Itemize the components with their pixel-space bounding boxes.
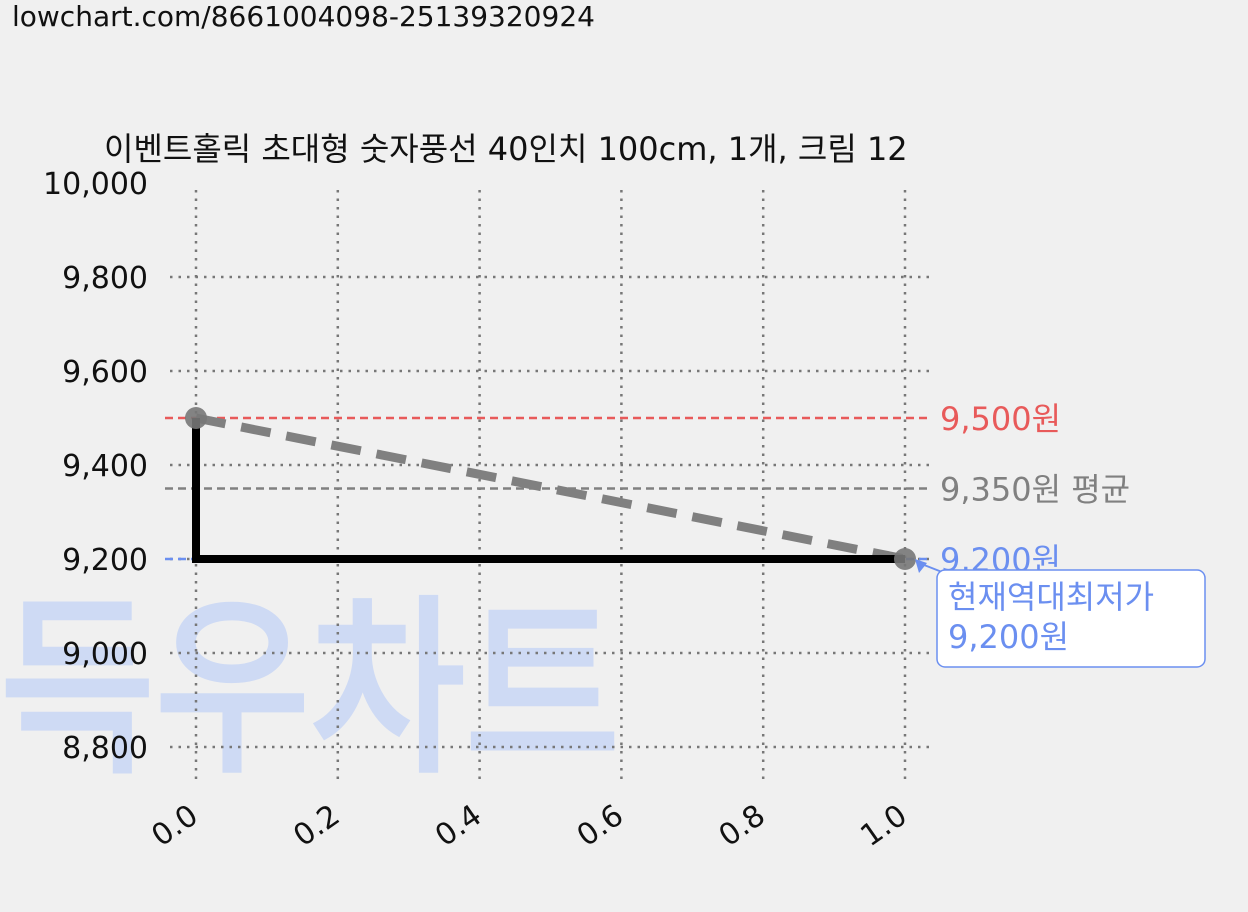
y-tick-label: 10,000 <box>43 167 148 202</box>
x-tick-label: 0.0 <box>145 798 204 854</box>
x-axis-ticks: 0.0 0.2 0.4 0.6 0.8 1.0 <box>145 798 913 854</box>
y-tick-label: 9,200 <box>62 543 148 578</box>
reference-lines <box>165 416 932 561</box>
annotation-line2: 9,200원 <box>948 618 1069 656</box>
series-group <box>192 413 906 564</box>
y-axis-ticks: 8,800 9,000 9,200 9,400 9,600 9,800 10,000 <box>43 167 148 766</box>
data-point <box>185 407 207 429</box>
trend-line <box>195 413 906 564</box>
x-tick-label: 1.0 <box>854 798 913 854</box>
watermark-logo: 득우차트 <box>0 579 620 800</box>
data-point <box>894 548 916 570</box>
y-tick-label: 9,400 <box>62 449 148 484</box>
chart-title: 이벤트홀릭 초대형 숫자풍선 40인치 100cm, 1개, 크림 12 <box>104 130 908 168</box>
x-tick-label: 0.8 <box>713 798 772 854</box>
markers-group <box>185 407 943 573</box>
y-tick-label: 8,800 <box>62 731 148 766</box>
y-tick-label: 9,000 <box>62 637 148 672</box>
annotation-arrowhead <box>915 559 927 573</box>
annotation-line1: 현재역대최저가 <box>948 578 1154 616</box>
x-tick-label: 0.4 <box>429 798 488 854</box>
source-url: lowchart.com/8661004098-25139320924 <box>12 0 595 33</box>
y-tick-label: 9,600 <box>62 355 148 390</box>
y-tick-label: 9,800 <box>62 261 148 296</box>
max-price-label: 9,500원 <box>940 400 1061 438</box>
price-line <box>192 418 905 563</box>
lowest-price-annotation: 현재역대최저가 9,200원 <box>936 569 1206 668</box>
x-tick-label: 0.2 <box>287 798 346 854</box>
x-tick-label: 0.6 <box>571 798 630 854</box>
avg-price-label: 9,350원 평균 <box>940 471 1130 509</box>
